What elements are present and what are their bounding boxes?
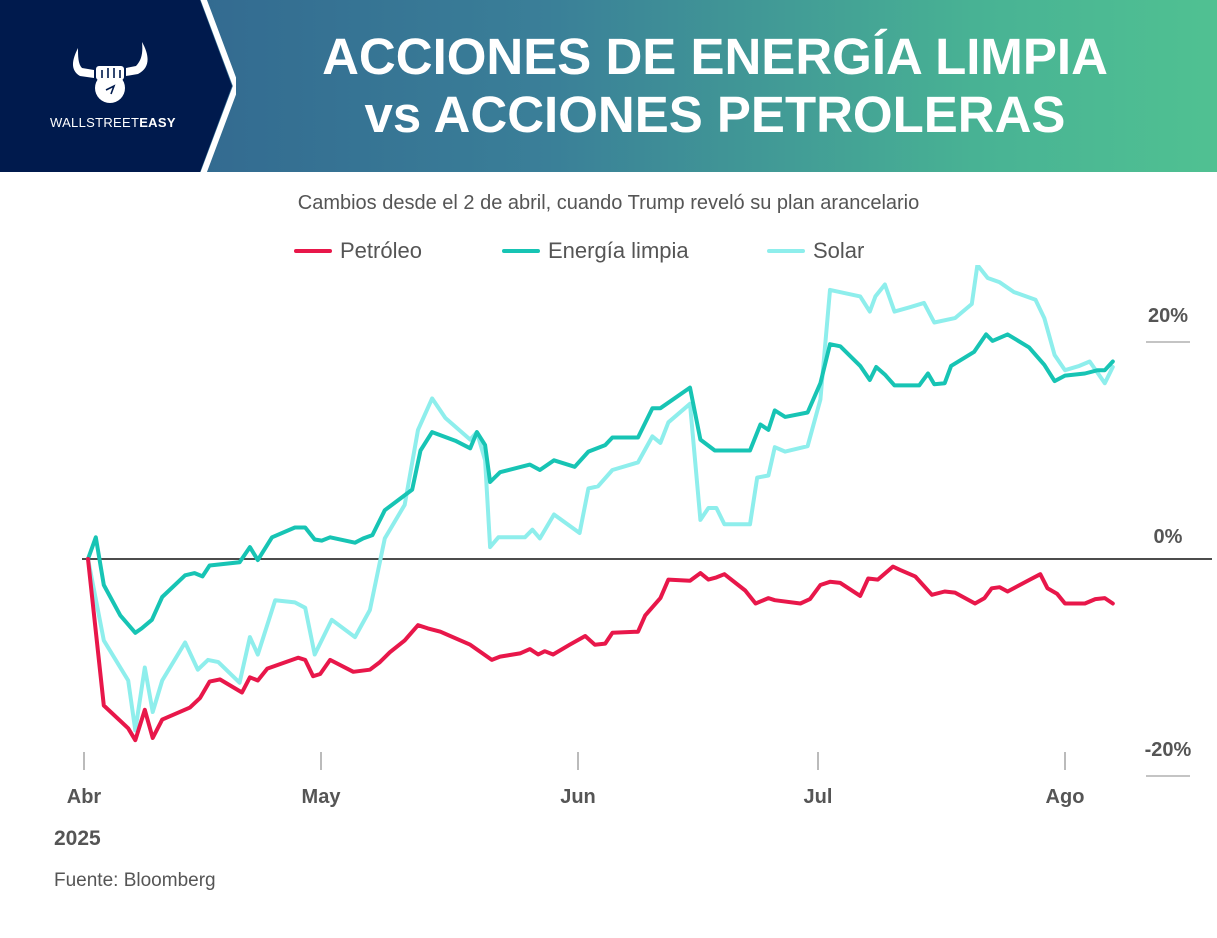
legend-item-solar: Solar <box>767 238 864 264</box>
series-line-energ-a-limpia <box>86 332 1115 635</box>
legend-swatch <box>767 249 805 253</box>
chart-subtitle: Cambios desde el 2 de abril, cuando Trum… <box>297 192 920 214</box>
x-tick-label: Jul <box>804 786 833 808</box>
legend-item-petroleo: Petróleo <box>294 238 422 264</box>
logo-text-light: WALLSTREET <box>50 115 140 130</box>
x-tick-label: Abr <box>67 786 102 808</box>
legend-label: Energía limpia <box>548 238 689 263</box>
title-line-1: ACCIONES DE ENERGÍA LIMPIA <box>322 28 1108 85</box>
legend-item-energia-limpia: Energía limpia <box>502 238 689 264</box>
legend: Petróleo Energía limpia Solar <box>0 238 1217 268</box>
y-tick-label: -20% <box>1145 739 1192 761</box>
logo-text-bold: EASY <box>139 115 176 130</box>
y-tick-label: 0% <box>1154 526 1183 548</box>
series-line-solar <box>86 265 1115 733</box>
legend-label: Petróleo <box>340 238 422 263</box>
wallstreeteasy-logo: WALLSTREETEASY <box>50 40 176 130</box>
x-tick-label: Jun <box>560 786 596 808</box>
header-banner: WALLSTREETEASY ACCIONES DE ENERGÍA LIMPI… <box>0 0 1217 172</box>
x-tick-label: Ago <box>1046 786 1085 808</box>
x-tick-label: May <box>302 786 342 808</box>
year-label: 2025 <box>54 827 101 850</box>
series-line-petr-leo <box>86 557 1115 743</box>
legend-swatch <box>502 249 540 253</box>
chart-title: ACCIONES DE ENERGÍA LIMPIA vs ACCIONES P… <box>250 28 1180 144</box>
bull-fist-icon <box>73 42 148 103</box>
source-note: Fuente: Bloomberg <box>54 870 216 891</box>
legend-swatch <box>294 249 332 253</box>
y-tick-label: 20% <box>1148 305 1188 327</box>
title-line-2: vs ACCIONES PETROLERAS <box>364 86 1066 143</box>
legend-label: Solar <box>813 238 865 263</box>
logo-text: WALLSTREETEASY <box>50 115 176 130</box>
